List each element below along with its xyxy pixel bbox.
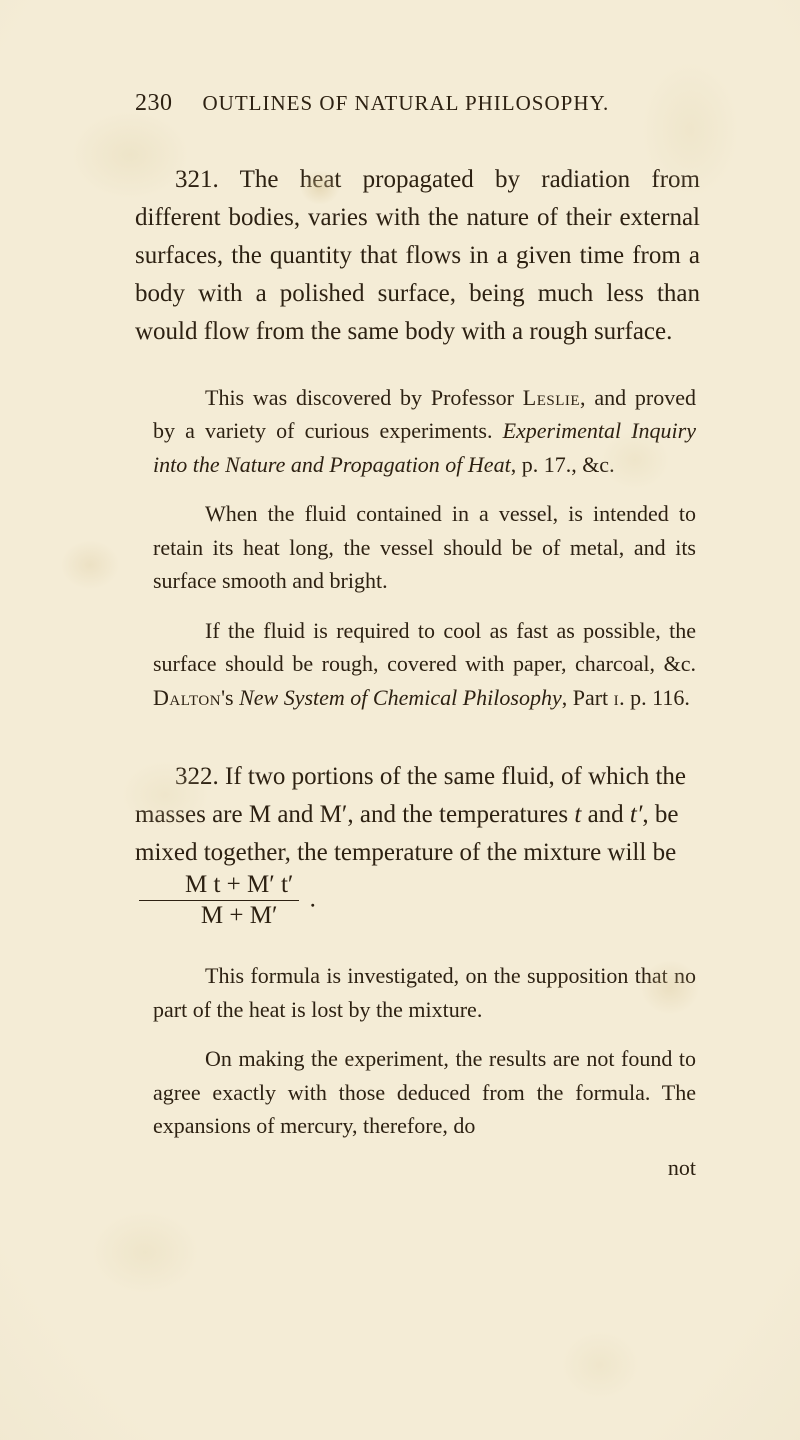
note-322a: This formula is investigated, on the sup… (153, 959, 696, 1026)
book-page: 230 OUTLINES OF NATURAL PHILOSOPHY. 321.… (0, 0, 800, 1440)
note-321b: When the fluid contained in a vessel, is… (153, 497, 696, 597)
paragraph-322: 322. If two portions of the same fluid, … (135, 758, 700, 930)
work-title-dalton: New System of Chemical Philosophy (239, 685, 562, 710)
page-number: 230 (135, 90, 173, 116)
catchword: not (135, 1151, 696, 1184)
fraction-mixture: M t + M′ t′M + M′ (139, 872, 299, 930)
fraction-numerator: M t + M′ t′ (139, 872, 299, 901)
running-title: OUTLINES OF NATURAL PHILOSOPHY. (203, 91, 610, 115)
paper-foxing (90, 1210, 200, 1295)
running-header: 230 OUTLINES OF NATURAL PHILOSOPHY. (135, 90, 700, 117)
paper-foxing (60, 540, 120, 590)
name-leslie: Leslie (523, 385, 580, 410)
note-321a: This was discovered by Professor Leslie,… (153, 381, 696, 481)
paper-foxing (560, 1330, 640, 1400)
fraction-denominator: M + M′ (139, 901, 299, 929)
note-321c: If the fluid is required to cool as fast… (153, 614, 696, 714)
note-322b: On making the experiment, the results ar… (153, 1042, 696, 1142)
name-dalton: Dalton (153, 685, 221, 710)
paragraph-321: 321. The heat propagated by radiation fr… (135, 161, 700, 351)
